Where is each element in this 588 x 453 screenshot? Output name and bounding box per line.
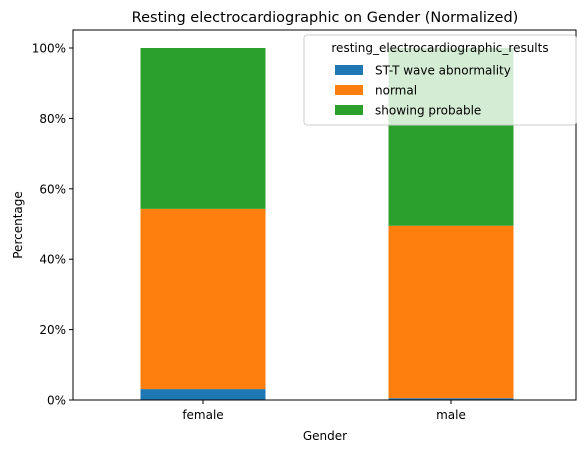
- legend-swatch-2: [335, 105, 363, 115]
- x-tick-label: male: [436, 408, 466, 422]
- y-axis-label: Percentage: [11, 191, 25, 259]
- chart-title: Resting electrocardiographic on Gender (…: [132, 10, 519, 26]
- y-tick-label: 0%: [47, 394, 66, 408]
- y-tick-label: 80%: [39, 112, 66, 126]
- bar-male-series-1: [388, 225, 514, 399]
- y-tick-label: 100%: [32, 42, 66, 56]
- plot-frame: [72, 29, 577, 401]
- legend-label-0: ST-T wave abnormality: [375, 64, 511, 78]
- x-axis-label: Gender: [303, 429, 347, 443]
- bar-female-series-2: [140, 48, 266, 209]
- bar-female-series-0: [140, 389, 266, 400]
- legend-label-2: showing probable: [375, 104, 481, 118]
- axes-layer: 0% 20% 40% 60% 80% 100% female male: [32, 29, 577, 422]
- y-tick-label: 60%: [39, 182, 66, 196]
- x-tick-label: female: [182, 408, 223, 422]
- legend-title: resting_electrocardiographic_results: [331, 41, 548, 55]
- legend-frame: [303, 34, 577, 126]
- legend-swatch-1: [335, 85, 363, 95]
- y-tick-label: 40%: [39, 253, 66, 267]
- legend: resting_electrocardiographic_results ST-…: [303, 34, 577, 126]
- bar-female-series-1: [140, 208, 266, 390]
- bar-male-series-0: [388, 398, 514, 400]
- y-tick-label: 20%: [39, 323, 66, 337]
- legend-swatch-0: [335, 65, 363, 75]
- legend-label-1: normal: [375, 84, 417, 98]
